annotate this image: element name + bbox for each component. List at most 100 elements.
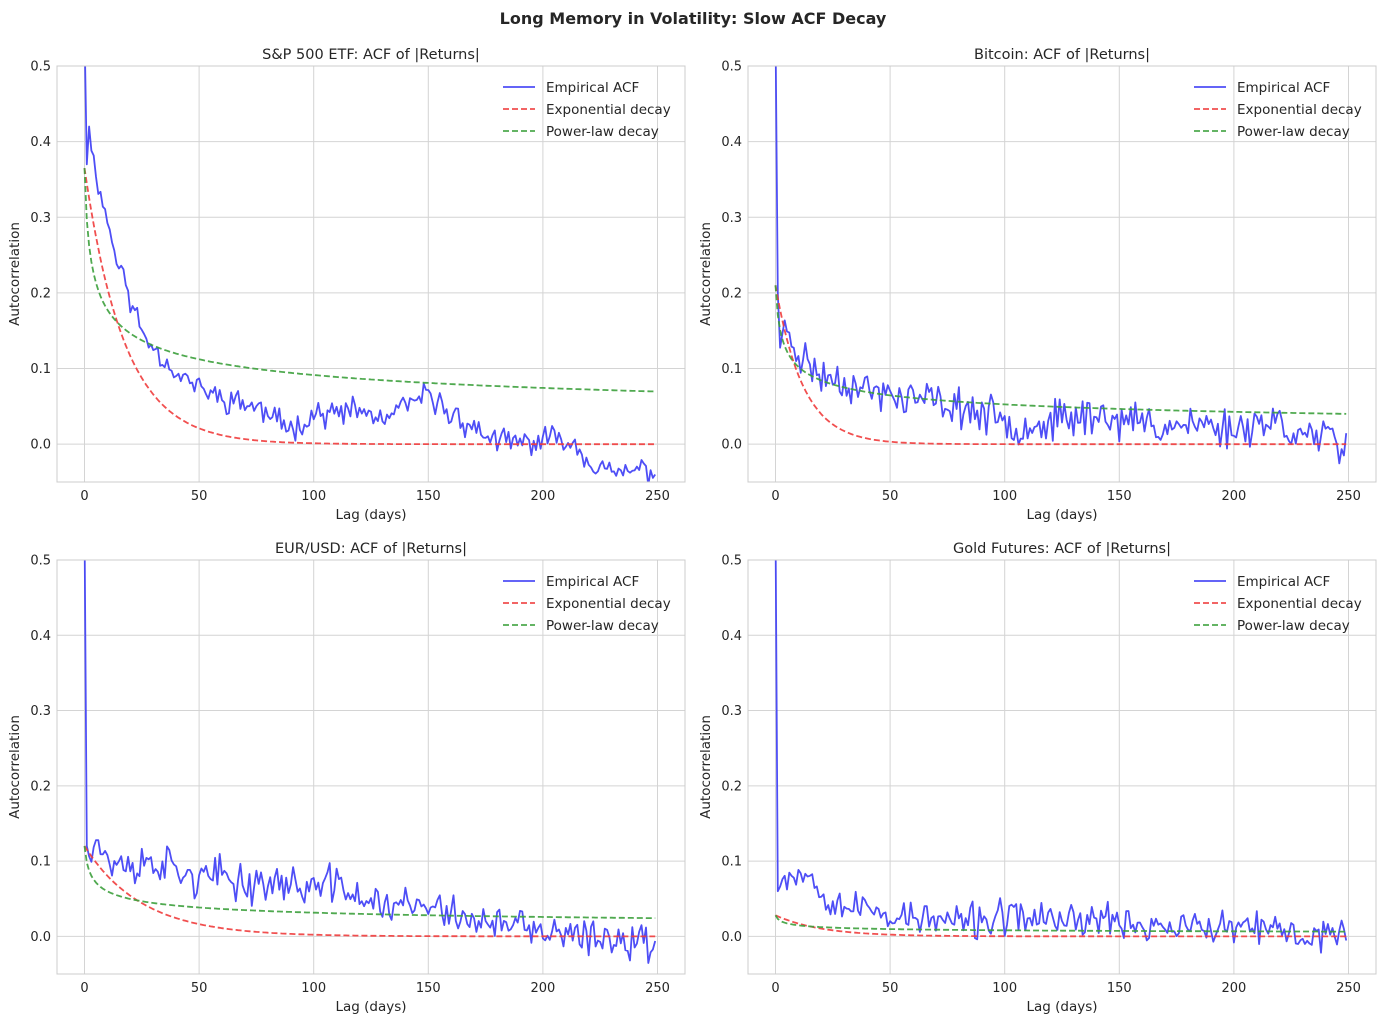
y-tick-label: 0.2	[30, 779, 51, 794]
x-tick-label: 150	[1107, 489, 1132, 504]
x-tick-label: 0	[80, 981, 88, 996]
y-tick-label: 0.4	[30, 135, 51, 150]
x-tick-label: 200	[530, 489, 555, 504]
series-line-power	[774, 285, 1347, 415]
x-tick-label: 250	[1336, 981, 1361, 996]
y-tick-label: 0.3	[30, 704, 51, 719]
legend: Empirical ACF Exponential decay Power-law …	[1194, 574, 1362, 634]
legend: Empirical ACF Exponential decay Power-law …	[503, 574, 671, 634]
y-tick-label: 0.1	[721, 855, 742, 870]
subplot-2: 0 50 100 150 200 250 0.0 0.1 0.2 0.3 0.4 0.5 Bitcoin…	[698, 47, 1377, 523]
x-tick-label: 250	[1336, 489, 1361, 504]
plot-frame	[747, 559, 1377, 975]
y-axis-label: Autocorrelation	[698, 222, 714, 326]
x-tick-label: 200	[530, 981, 555, 996]
x-axis-label: Lag (days)	[335, 507, 406, 523]
series-line-exponential	[775, 914, 1347, 938]
y-tick-label: 0.1	[30, 362, 51, 377]
legend-label: Empirical ACF	[1237, 80, 1330, 96]
x-tick-label: 50	[191, 981, 208, 996]
legend-label: Power-law decay	[546, 618, 659, 634]
series-line-exponential	[774, 285, 1347, 446]
x-tick-label: 150	[416, 489, 441, 504]
y-axis-label: Autocorrelation	[7, 222, 23, 326]
x-tick-label: 150	[416, 981, 441, 996]
subplot-title: Bitcoin: ACF of |Returns|	[974, 47, 1150, 63]
legend-label: Power-law decay	[546, 124, 659, 140]
legend: Empirical ACF Exponential decay Power-law …	[1194, 80, 1362, 140]
y-tick-label: 0.1	[721, 362, 742, 377]
y-tick-label: 0.0	[30, 438, 51, 453]
x-tick-label: 0	[771, 981, 779, 996]
y-tick-label: 0.5	[721, 60, 742, 75]
series-line-power	[774, 914, 1347, 933]
legend-label: Exponential decay	[1237, 102, 1362, 118]
x-tick-label: 50	[882, 981, 899, 996]
series-line-exponential	[83, 845, 656, 938]
y-tick-label: 0.3	[721, 704, 742, 719]
y-tick-label: 0.5	[30, 554, 51, 569]
y-tick-label: 0.3	[721, 211, 742, 226]
x-tick-label: 100	[301, 489, 326, 504]
subplot-title: Gold Futures: ACF of |Returns|	[953, 541, 1171, 557]
x-tick-label: 0	[80, 489, 88, 504]
y-tick-label: 0.4	[721, 629, 742, 644]
x-axis-label: Lag (days)	[335, 999, 406, 1015]
legend-label: Exponential decay	[546, 596, 671, 612]
subplot-title: EUR/USD: ACF of |Returns|	[275, 541, 467, 557]
legend-label: Power-law decay	[1237, 618, 1350, 634]
series-line-empirical	[84, 66, 656, 482]
y-tick-label: 0.3	[30, 211, 51, 226]
series-line-empirical	[774, 560, 1348, 954]
plot-frame	[56, 559, 686, 975]
x-axis-label: Lag (days)	[1026, 999, 1097, 1015]
y-axis-label: Autocorrelation	[698, 715, 714, 819]
plot-frame	[747, 65, 1377, 483]
x-tick-label: 200	[1221, 981, 1246, 996]
series-line-empirical	[774, 66, 1348, 465]
series-group	[774, 66, 1348, 465]
x-tick-label: 250	[645, 489, 670, 504]
subplot-title: S&P 500 ETF: ACF of |Returns|	[262, 47, 480, 63]
series-line-exponential	[83, 167, 656, 446]
y-tick-label: 0.0	[30, 930, 51, 945]
x-tick-label: 150	[1107, 981, 1132, 996]
subplot-4: 0 50 100 150 200 250 0.0 0.1 0.2 0.3 0.4 0.5 Gold Fu…	[698, 541, 1377, 1015]
series-line-empirical	[83, 560, 657, 964]
y-tick-label: 0.2	[721, 286, 742, 301]
legend-label: Empirical ACF	[1237, 574, 1330, 590]
x-tick-label: 100	[992, 489, 1017, 504]
x-tick-label: 100	[301, 981, 326, 996]
legend-label: Empirical ACF	[546, 574, 639, 590]
y-tick-label: 0.2	[30, 286, 51, 301]
legend: Empirical ACF Exponential decay Power-law …	[503, 80, 671, 140]
plot-frame	[56, 65, 686, 483]
series-group	[83, 66, 656, 482]
series-group	[83, 560, 657, 964]
x-tick-label: 250	[645, 981, 670, 996]
subplot-grid: 0 50 100 150 200 250 0.0 0.1 0.2 0.3 0.4 0.5 S&P 500…	[7, 47, 1377, 1015]
y-tick-label: 0.0	[721, 930, 742, 945]
y-tick-label: 0.1	[30, 855, 51, 870]
legend-label: Empirical ACF	[546, 80, 639, 96]
y-tick-label: 0.4	[721, 135, 742, 150]
y-tick-label: 0.5	[30, 60, 51, 75]
legend-label: Exponential decay	[1237, 596, 1362, 612]
legend-label: Exponential decay	[546, 102, 671, 118]
y-tick-label: 0.0	[721, 438, 742, 453]
subplot-3: 0 50 100 150 200 250 0.0 0.1 0.2 0.3 0.4 0.5 EUR/USD…	[7, 541, 686, 1015]
x-tick-label: 0	[771, 489, 779, 504]
y-tick-label: 0.2	[721, 779, 742, 794]
x-tick-label: 50	[191, 489, 208, 504]
y-tick-label: 0.4	[30, 629, 51, 644]
subplot-1: 0 50 100 150 200 250 0.0 0.1 0.2 0.3 0.4 0.5 S&P 500…	[7, 47, 686, 523]
x-tick-label: 100	[992, 981, 1017, 996]
x-tick-label: 50	[882, 489, 899, 504]
legend-label: Power-law decay	[1237, 124, 1350, 140]
x-axis-label: Lag (days)	[1026, 507, 1097, 523]
y-tick-label: 0.5	[721, 554, 742, 569]
series-line-power	[83, 168, 656, 393]
series-group	[774, 560, 1348, 954]
figure-title: Long Memory in Volatility: Slow ACF Deca…	[500, 9, 887, 28]
